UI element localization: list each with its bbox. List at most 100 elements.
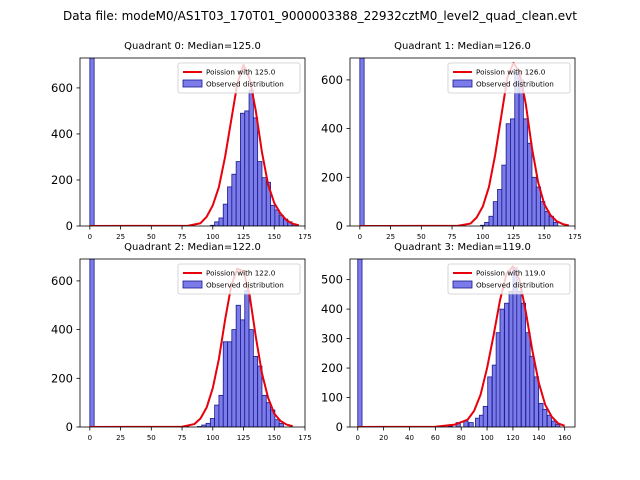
- histogram-bar: [231, 173, 237, 226]
- histogram-bar: [499, 308, 505, 427]
- histogram-bar: [209, 418, 216, 427]
- subplot-title: Quadrant 0: Median=125.0: [124, 41, 261, 52]
- x-tick-label: 50: [147, 434, 156, 442]
- histogram-bar: [529, 355, 535, 427]
- x-tick-label: 100: [480, 434, 493, 442]
- legend-box: [177, 62, 301, 94]
- x-tick-label: 20: [379, 434, 388, 442]
- legend: Poission with 125.0 Observed distribution: [177, 62, 301, 94]
- histogram-bar: [235, 304, 241, 427]
- x-tick-label: 25: [386, 233, 395, 241]
- y-tick-label: 400: [321, 122, 343, 136]
- y-tick-label: 600: [321, 73, 343, 87]
- legend-curve-label: Poission with 126.0: [476, 68, 546, 77]
- legend: Poission with 122.0 Observed distribution: [177, 263, 301, 295]
- histogram-bar: [222, 203, 228, 226]
- histogram-bar: [89, 58, 95, 226]
- legend-box: [177, 263, 301, 295]
- histogram-bar: [492, 201, 498, 226]
- axes-frame: [79, 258, 306, 428]
- axes-frame: [349, 258, 576, 428]
- histogram-bar: [244, 110, 250, 226]
- histogram-bar: [214, 221, 220, 226]
- histogram-bar: [533, 376, 539, 427]
- legend-curve-label: Poission with 122.0: [206, 269, 276, 278]
- histogram-bar: [522, 118, 529, 226]
- y-tick-label: 0: [336, 219, 343, 233]
- histogram-bar: [257, 365, 263, 427]
- figure-suptitle: Data file: modeM0/AS1T03_170T01_90000033…: [63, 9, 577, 23]
- plot-area: [89, 259, 293, 427]
- histogram-bar: [531, 176, 537, 226]
- histogram-bar: [265, 402, 271, 427]
- legend-bar-label: Observed distribution: [476, 80, 554, 89]
- histogram-bar: [252, 355, 259, 427]
- histogram-bar: [257, 161, 263, 226]
- histogram-bar: [468, 422, 474, 427]
- y-tick-label: 200: [321, 170, 343, 184]
- x-tick-label: 175: [298, 434, 311, 442]
- x-tick-label: 40: [405, 434, 414, 442]
- histogram-bar: [274, 419, 280, 427]
- x-tick-label: 125: [237, 434, 250, 442]
- histogram-bar: [487, 376, 493, 427]
- x-tick-label: 75: [178, 233, 187, 241]
- histogram-bar: [463, 420, 469, 427]
- histogram-bar: [520, 302, 527, 427]
- histogram-bar: [497, 189, 503, 226]
- histogram-bar: [488, 215, 494, 226]
- x-tick-label: 150: [538, 233, 551, 241]
- axes-frame: [349, 57, 576, 227]
- axes-frame: [79, 57, 306, 227]
- histogram-bar: [231, 329, 237, 427]
- histogram-bar: [261, 177, 267, 226]
- histogram-bar: [516, 291, 522, 427]
- x-tick-label: 125: [237, 233, 250, 241]
- subplot-quadrant-0: Quadrant 0: Median=125.0 0 25 50 75 100 125 150…: [51, 41, 312, 241]
- x-tick-label: 125: [507, 233, 520, 241]
- subplot-title: Quadrant 3: Median=119.0: [394, 242, 531, 253]
- legend-bar-swatch: [182, 79, 203, 88]
- x-tick-label: 175: [568, 233, 581, 241]
- y-tick-label: 400: [51, 127, 73, 141]
- x-tick-label: 80: [457, 434, 466, 442]
- x-tick-label: 25: [116, 434, 125, 442]
- legend-bar-label: Observed distribution: [476, 281, 554, 290]
- histogram-bar: [222, 341, 228, 427]
- y-tick-label: 500: [321, 273, 343, 287]
- histogram-bar: [205, 422, 211, 427]
- histogram-bar: [89, 259, 95, 427]
- x-tick-label: 60: [431, 434, 440, 442]
- histogram-bar: [527, 142, 533, 226]
- x-tick-label: 100: [206, 233, 219, 241]
- plot-area: [357, 259, 566, 427]
- legend-bar-swatch: [182, 280, 203, 289]
- histogram-bar: [261, 394, 267, 427]
- y-tick-label: 200: [51, 173, 73, 187]
- histogram-bar: [227, 186, 233, 226]
- histogram-bar: [278, 422, 284, 427]
- histogram-bar: [240, 112, 246, 226]
- histogram-bar: [510, 118, 516, 226]
- x-tick-label: 75: [178, 434, 187, 442]
- histogram-bar: [227, 341, 233, 427]
- histogram-bar: [555, 424, 561, 427]
- legend-bar-label: Observed distribution: [206, 281, 284, 290]
- x-tick-label: 25: [116, 233, 125, 241]
- histogram-bar: [518, 79, 524, 226]
- subplot-quadrant-1: Quadrant 1: Median=126.0 0 25 50 75 100 125 150…: [321, 41, 582, 241]
- legend-curve-label: Poission with 119.0: [476, 269, 546, 278]
- plot-area: [359, 58, 570, 226]
- x-tick-label: 50: [147, 233, 156, 241]
- y-tick-label: 400: [321, 302, 343, 316]
- legend: Poission with 126.0 Observed distribution: [447, 62, 571, 94]
- legend-curve-label: Poission with 125.0: [206, 68, 276, 77]
- legend-box: [447, 62, 571, 94]
- histogram-bar: [484, 221, 490, 226]
- y-tick-label: 0: [66, 420, 73, 434]
- y-tick-label: 0: [66, 219, 73, 233]
- legend-bar-swatch: [452, 79, 473, 88]
- x-tick-label: 100: [476, 233, 489, 241]
- subplot-quadrant-3: Quadrant 3: Median=119.0 0 20 40 60 80 100 120 1…: [321, 242, 576, 442]
- histogram-bar: [504, 302, 510, 427]
